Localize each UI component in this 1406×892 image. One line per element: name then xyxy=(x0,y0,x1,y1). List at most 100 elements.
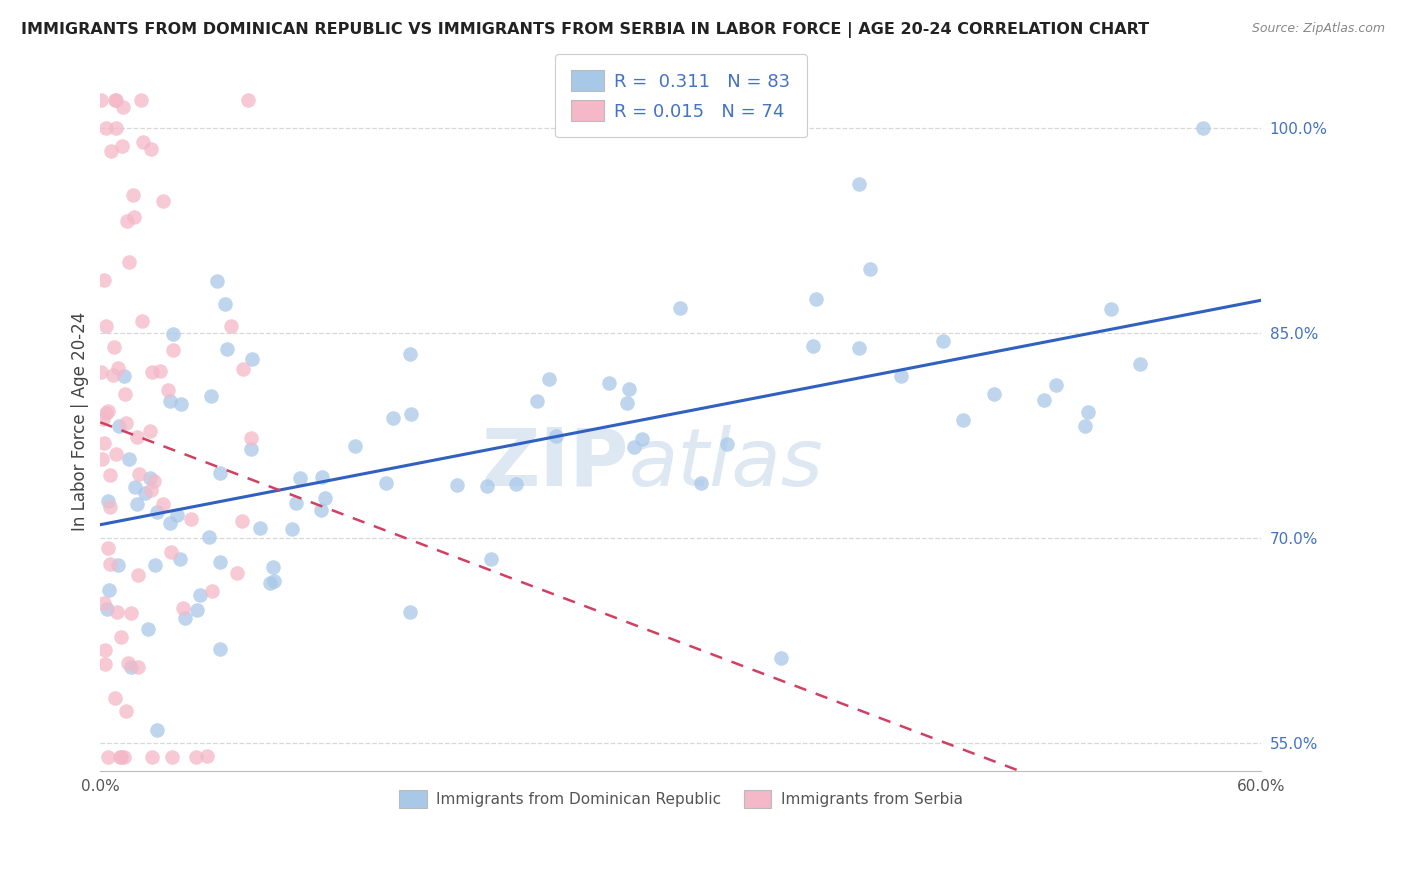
Point xyxy=(221,318,243,333)
Point xyxy=(399,407,422,421)
Point xyxy=(118,255,141,269)
Point xyxy=(159,394,181,409)
Point xyxy=(952,412,974,426)
Point xyxy=(859,261,882,276)
Point xyxy=(169,552,191,566)
Point xyxy=(162,343,184,358)
Point xyxy=(107,360,129,375)
Point xyxy=(188,588,211,602)
Point xyxy=(104,690,127,705)
Point xyxy=(108,750,131,764)
Point xyxy=(689,475,711,490)
Point xyxy=(716,436,738,450)
Point xyxy=(598,376,620,391)
Point xyxy=(201,584,224,599)
Point xyxy=(107,419,129,434)
Point xyxy=(134,486,156,500)
Point xyxy=(94,657,117,671)
Point xyxy=(141,365,163,379)
Point xyxy=(804,292,827,306)
Point xyxy=(848,341,870,355)
Point xyxy=(236,93,259,107)
Point xyxy=(505,477,527,491)
Point xyxy=(156,383,179,397)
Point xyxy=(98,500,121,515)
Point xyxy=(104,93,127,107)
Point xyxy=(617,382,640,396)
Point xyxy=(1045,378,1067,392)
Point xyxy=(112,750,135,764)
Text: atlas: atlas xyxy=(628,425,824,503)
Point xyxy=(105,606,128,620)
Point xyxy=(200,389,222,403)
Point xyxy=(107,558,129,572)
Point xyxy=(479,552,502,566)
Point xyxy=(801,338,824,352)
Point xyxy=(145,723,167,737)
Text: IMMIGRANTS FROM DOMINICAN REPUBLIC VS IMMIGRANTS FROM SERBIA IN LABOR FORCE | AG: IMMIGRANTS FROM DOMINICAN REPUBLIC VS IM… xyxy=(21,22,1149,38)
Point xyxy=(152,194,174,209)
Point xyxy=(120,660,142,674)
Point xyxy=(139,471,162,485)
Point xyxy=(170,397,193,411)
Point xyxy=(114,387,136,401)
Point xyxy=(148,364,170,378)
Point xyxy=(208,642,231,657)
Point xyxy=(105,93,128,107)
Point xyxy=(98,557,121,571)
Text: ZIP: ZIP xyxy=(481,425,628,503)
Point xyxy=(139,424,162,438)
Point xyxy=(262,559,284,574)
Point xyxy=(111,139,134,153)
Point xyxy=(669,301,692,315)
Point xyxy=(96,602,118,616)
Point xyxy=(399,347,422,361)
Point xyxy=(259,576,281,591)
Point xyxy=(1192,120,1215,135)
Point xyxy=(215,342,238,356)
Point xyxy=(100,468,122,483)
Legend: Immigrants from Dominican Republic, Immigrants from Serbia: Immigrants from Dominican Republic, Immi… xyxy=(391,782,970,815)
Point xyxy=(538,372,561,386)
Point xyxy=(225,566,247,580)
Point xyxy=(197,530,219,544)
Point xyxy=(141,142,163,156)
Point xyxy=(112,369,135,384)
Point xyxy=(128,467,150,481)
Point xyxy=(115,704,138,718)
Point xyxy=(231,514,253,528)
Point xyxy=(146,505,169,519)
Point xyxy=(1033,392,1056,407)
Point xyxy=(97,494,120,508)
Point xyxy=(104,120,127,135)
Point xyxy=(375,475,398,490)
Point xyxy=(1074,418,1097,433)
Point xyxy=(280,521,302,535)
Point xyxy=(143,474,166,488)
Point xyxy=(180,512,202,526)
Point xyxy=(127,660,149,674)
Point xyxy=(214,297,236,311)
Point xyxy=(115,214,138,228)
Point xyxy=(239,431,262,445)
Point xyxy=(141,750,163,764)
Point xyxy=(97,750,120,764)
Point xyxy=(932,334,955,349)
Point xyxy=(96,120,118,135)
Point xyxy=(309,503,332,517)
Point xyxy=(630,432,652,446)
Point xyxy=(112,100,135,114)
Point xyxy=(290,471,312,485)
Point xyxy=(263,574,285,589)
Point xyxy=(97,404,120,418)
Point xyxy=(129,93,152,107)
Point xyxy=(172,600,194,615)
Point xyxy=(125,430,148,444)
Y-axis label: In Labor Force | Age 20-24: In Labor Force | Age 20-24 xyxy=(72,312,89,532)
Point xyxy=(160,544,183,558)
Point xyxy=(104,447,127,461)
Point xyxy=(122,211,145,225)
Point xyxy=(173,611,195,625)
Point xyxy=(381,411,404,425)
Point xyxy=(186,750,208,764)
